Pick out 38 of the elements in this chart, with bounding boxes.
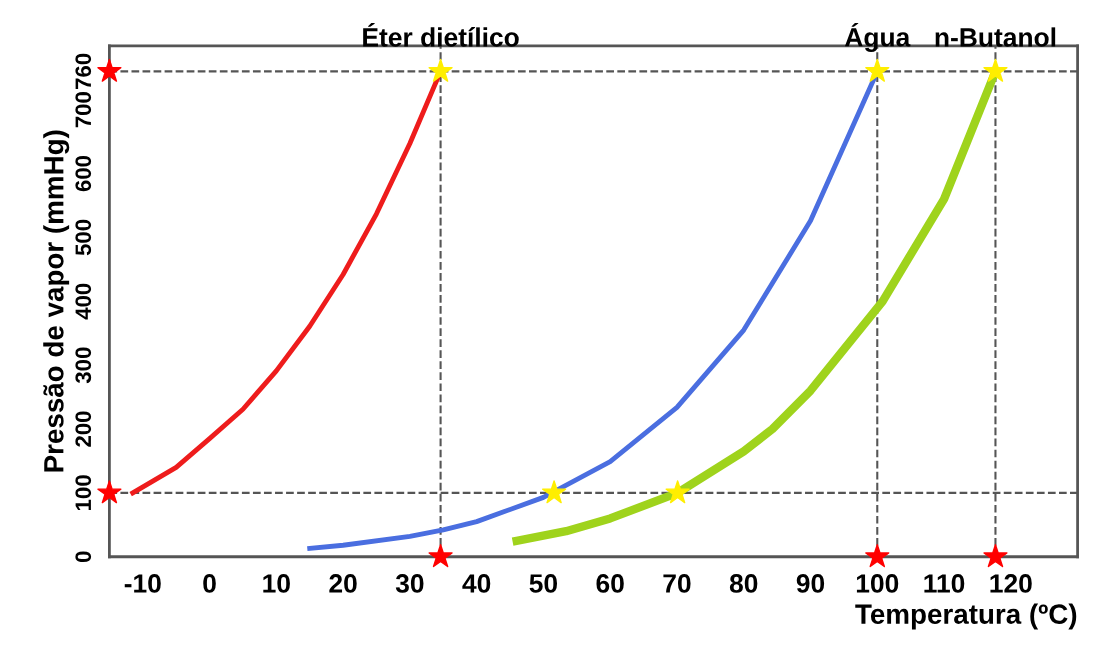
x-tick-label: 110 — [924, 574, 965, 593]
annotation: Éter dietílico — [363, 23, 519, 47]
x-tick-label: 60 — [596, 574, 624, 593]
y-tick-label: 400 — [75, 283, 92, 320]
x-tick-label: 30 — [395, 574, 424, 593]
y-tick-label: 600 — [75, 155, 92, 192]
y-tick-label: 100 — [75, 475, 92, 511]
y-tick-label: 500 — [75, 219, 92, 256]
x-tick-label: 70 — [663, 574, 691, 593]
point — [865, 58, 890, 82]
point — [428, 544, 453, 568]
x-tick-label: 120 — [990, 574, 1032, 593]
point — [983, 544, 1008, 568]
y-tick-label: 760 — [75, 53, 92, 89]
x-axis-title: Temperatura (ºC) — [855, 603, 1077, 630]
x-tick-label: 80 — [729, 574, 758, 593]
x-tick-label: 0 — [203, 574, 216, 593]
y-tick-label: 200 — [75, 411, 92, 447]
point — [97, 480, 122, 504]
x-tick-label: 40 — [462, 574, 491, 593]
point — [428, 58, 453, 82]
x-tick-label: 100 — [856, 574, 899, 593]
x-tick-label: 90 — [796, 574, 825, 593]
y-tick-label: 300 — [75, 347, 92, 384]
x-tick-label: 50 — [529, 574, 558, 593]
annotation: Água — [844, 22, 911, 52]
x-tick-label: 20 — [329, 574, 357, 593]
point — [97, 58, 122, 82]
point — [865, 544, 890, 568]
x-tick-label: 10 — [263, 574, 290, 593]
x-tick-label: -10 — [124, 574, 161, 593]
y-tick-label: 700 — [75, 92, 92, 128]
y-axis-title: Pressão de vapor (mmHg) — [43, 130, 70, 472]
y-tick-label: 0 — [75, 551, 92, 563]
point — [541, 480, 567, 504]
point — [665, 480, 690, 504]
annotation: n-Butanol — [935, 27, 1056, 47]
point — [983, 58, 1008, 82]
